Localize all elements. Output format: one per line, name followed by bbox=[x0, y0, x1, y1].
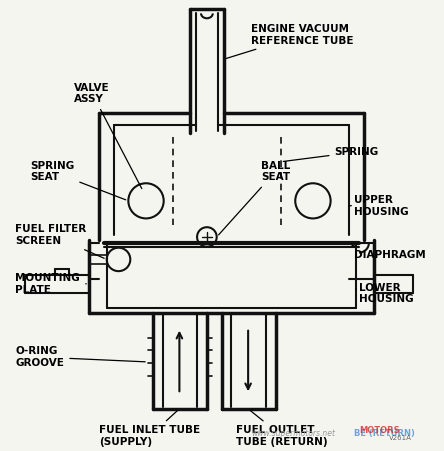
Text: VALVE
ASSY: VALVE ASSY bbox=[74, 83, 142, 189]
Text: BE (RETURN): BE (RETURN) bbox=[354, 429, 415, 438]
Text: SPRING: SPRING bbox=[283, 147, 379, 161]
Text: UPPER
HOUSING: UPPER HOUSING bbox=[349, 195, 409, 216]
Text: MOTORS: MOTORS bbox=[359, 426, 400, 435]
Text: MOUNTING
PLATE: MOUNTING PLATE bbox=[16, 273, 86, 295]
Text: ENGINE VACUUM
REFERENCE TUBE: ENGINE VACUUM REFERENCE TUBE bbox=[226, 24, 353, 59]
Text: www.supermotors.net: www.supermotors.net bbox=[251, 429, 335, 438]
Text: V261A: V261A bbox=[388, 435, 412, 441]
Text: SPRING
SEAT: SPRING SEAT bbox=[30, 161, 126, 200]
Text: O-RING
GROOVE: O-RING GROOVE bbox=[16, 346, 145, 368]
Text: DIAPHRAGM: DIAPHRAGM bbox=[352, 245, 426, 259]
Text: FUEL OUTLET
TUBE (RETURN): FUEL OUTLET TUBE (RETURN) bbox=[236, 410, 328, 447]
Text: LOWER
HOUSING: LOWER HOUSING bbox=[356, 283, 414, 304]
Text: FUEL FILTER
SCREEN: FUEL FILTER SCREEN bbox=[16, 224, 104, 258]
Text: FUEL INLET TUBE
(SUPPLY): FUEL INLET TUBE (SUPPLY) bbox=[99, 411, 200, 447]
Text: BALL
SEAT: BALL SEAT bbox=[218, 161, 290, 235]
